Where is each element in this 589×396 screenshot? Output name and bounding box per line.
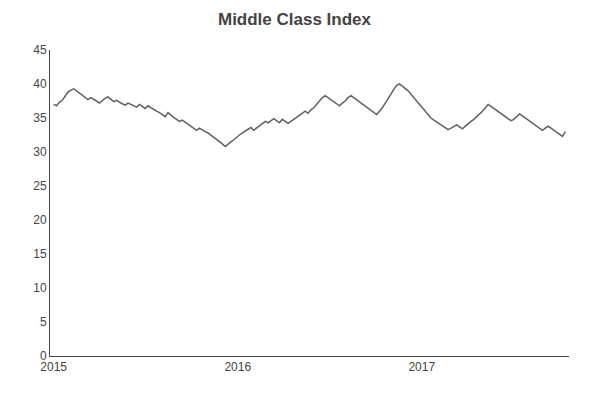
svg-text:40: 40 xyxy=(33,77,47,91)
svg-text:45: 45 xyxy=(33,43,47,57)
svg-text:30: 30 xyxy=(33,145,47,159)
svg-text:2015: 2015 xyxy=(40,360,67,374)
svg-text:Middle Class Index: Middle Class Index xyxy=(218,10,372,29)
svg-text:25: 25 xyxy=(33,179,47,193)
svg-text:0: 0 xyxy=(40,349,47,363)
svg-text:20: 20 xyxy=(33,213,47,227)
svg-text:2016: 2016 xyxy=(224,360,251,374)
svg-text:10: 10 xyxy=(33,281,47,295)
svg-text:15: 15 xyxy=(33,247,47,261)
svg-text:2017: 2017 xyxy=(408,360,435,374)
svg-text:5: 5 xyxy=(40,315,47,329)
svg-text:35: 35 xyxy=(33,111,47,125)
